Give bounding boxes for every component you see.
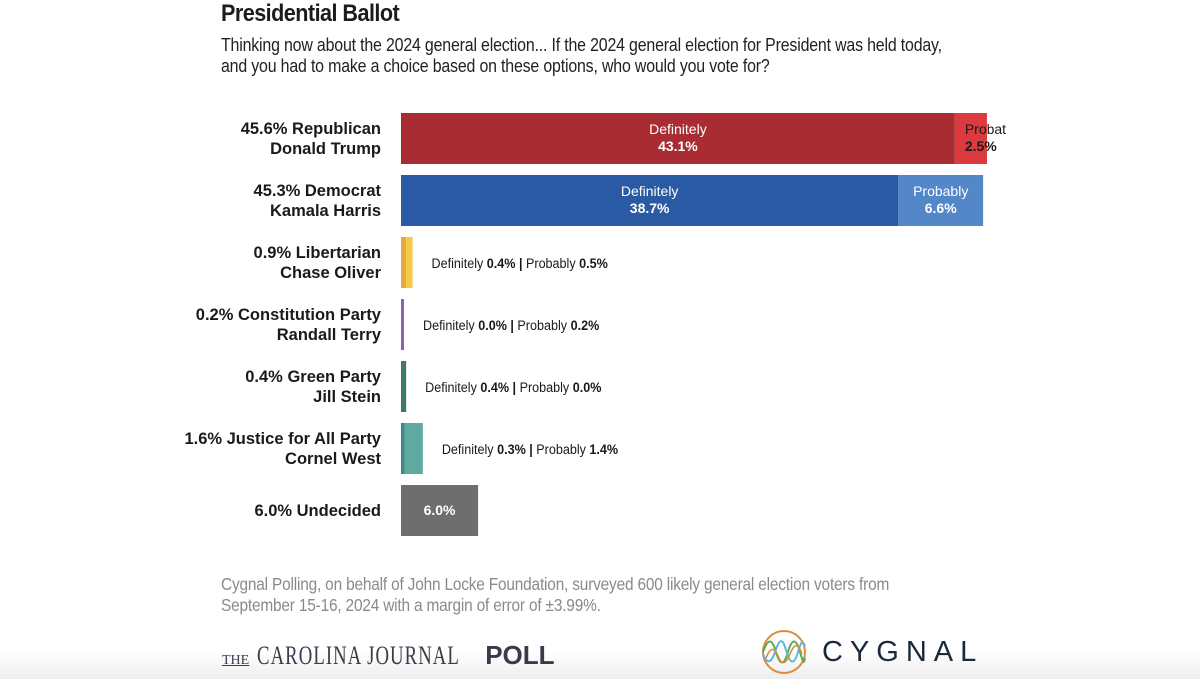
logo-carolina-journal: CAROLINA JOURNAL	[257, 641, 461, 670]
bar-probably	[406, 237, 413, 288]
definitely-value: 38.7%	[630, 200, 670, 216]
definitely-label: Definitely	[442, 441, 497, 457]
bar-row: 0.4% Green Party Jill Stein Definitely 0.4…	[245, 361, 602, 412]
probably-label: Probably	[913, 183, 968, 199]
candidate-label-line-1: 0.2% Constitution Party	[196, 306, 382, 324]
bar-probably	[404, 423, 423, 474]
separator: |	[515, 255, 526, 271]
bar-row: 45.6% Republican Donald Trump Definitely43…	[241, 113, 1006, 164]
candidate-label-line-1: 0.4% Green Party	[245, 368, 382, 386]
definitely-value: 0.4%	[487, 255, 516, 271]
candidate-label-line-1: 1.6% Justice for All Party	[184, 430, 381, 448]
subtitle-line-2: and you had to make a choice based on th…	[221, 55, 770, 76]
definitely-label: Definitely	[649, 121, 707, 137]
definitely-value: 0.0%	[478, 317, 507, 333]
definitely-label: Definitely	[423, 317, 478, 333]
bar-definitely	[401, 423, 405, 474]
candidate-label-line-2: Kamala Harris	[270, 202, 381, 220]
candidate-label-line-1: 45.6% Republican	[241, 120, 381, 138]
probably-label: Probat	[965, 121, 1006, 137]
footnote-line-1: Cygnal Polling, on behalf of John Locke …	[221, 574, 890, 594]
bar-row: 0.2% Constitution Party Randall Terry Defi…	[196, 299, 599, 350]
probably-label: Probably	[520, 379, 573, 395]
candidate-label: 6.0% Undecided	[254, 502, 381, 520]
methodology-footnote: Cygnal Polling, on behalf of John Locke …	[221, 574, 890, 616]
subtitle-line-1: Thinking now about the 2024 general elec…	[221, 34, 942, 55]
logo-poll: POLL	[485, 640, 555, 670]
candidate-label-line-2: Cornel West	[285, 450, 381, 468]
separator: |	[526, 441, 537, 457]
bar-probably	[401, 299, 404, 350]
bar-row: 1.6% Justice for All Party Cornel West Def…	[184, 423, 618, 474]
candidate-label-line-2: Donald Trump	[270, 140, 381, 158]
separator: |	[509, 379, 520, 395]
bar-definitely	[401, 113, 955, 164]
bar-probably	[954, 113, 987, 164]
bar-definitely	[401, 237, 407, 288]
candidate-label-line-1: 0.9% Libertarian	[254, 244, 381, 262]
probably-value: 2.5%	[965, 138, 997, 154]
chart-title: Presidential Ballot	[221, 0, 400, 27]
probably-label: Probably	[517, 317, 570, 333]
sine-wave-circle-icon	[762, 630, 806, 674]
bar-definitely	[401, 361, 407, 412]
split-label: Definitely 0.3% | Probably 1.4%	[442, 441, 618, 457]
bar-value: 6.0%	[424, 502, 456, 518]
bar-row: 45.3% Democrat Kamala Harris Definitely38.…	[254, 175, 984, 226]
carolina-journal-poll-logo: THE CAROLINA JOURNAL POLL	[222, 640, 555, 670]
split-label: Definitely 0.4% | Probably 0.5%	[432, 255, 608, 271]
probably-label: Probably	[526, 255, 579, 271]
candidate-label-line-2: Chase Oliver	[280, 264, 381, 282]
definitely-value: 0.4%	[480, 379, 509, 395]
bar-row: 6.0% Undecided 6.0%	[254, 485, 479, 536]
split-label: Definitely 0.0% | Probably 0.2%	[423, 317, 599, 333]
probably-value: 0.0%	[573, 379, 602, 395]
definitely-label: Definitely	[621, 183, 679, 199]
bar-definitely	[401, 485, 479, 536]
probably-value: 0.2%	[571, 317, 600, 333]
definitely-value: 43.1%	[658, 138, 698, 154]
probably-label: Probably	[536, 441, 589, 457]
footnote-line-2: September 15-16, 2024 with a margin of e…	[221, 595, 601, 615]
bar-row: 0.9% Libertarian Chase Oliver Definitely 0…	[254, 237, 608, 288]
separator: |	[507, 317, 518, 333]
probably-value: 1.4%	[589, 441, 618, 457]
chart-subtitle: Thinking now about the 2024 general elec…	[221, 34, 978, 76]
candidate-label-line-1: 45.3% Democrat	[254, 182, 382, 200]
cygnal-wordmark: CYGNAL	[822, 635, 984, 668]
split-label: Definitely 0.4% | Probably 0.0%	[425, 379, 601, 395]
definitely-label: Definitely	[425, 379, 480, 395]
definitely-value: 0.3%	[497, 441, 526, 457]
probably-value: 6.6%	[925, 200, 957, 216]
bar-probably	[898, 175, 984, 226]
cygnal-logo: CYGNAL	[760, 628, 983, 676]
logo-the: THE	[222, 653, 250, 668]
footer-band	[0, 650, 1200, 679]
candidate-label-line-2: Randall Terry	[277, 326, 382, 344]
probably-value: 0.5%	[579, 255, 608, 271]
candidate-label-line-2: Jill Stein	[313, 388, 381, 406]
bar-definitely	[401, 175, 899, 226]
definitely-label: Definitely	[432, 255, 487, 271]
